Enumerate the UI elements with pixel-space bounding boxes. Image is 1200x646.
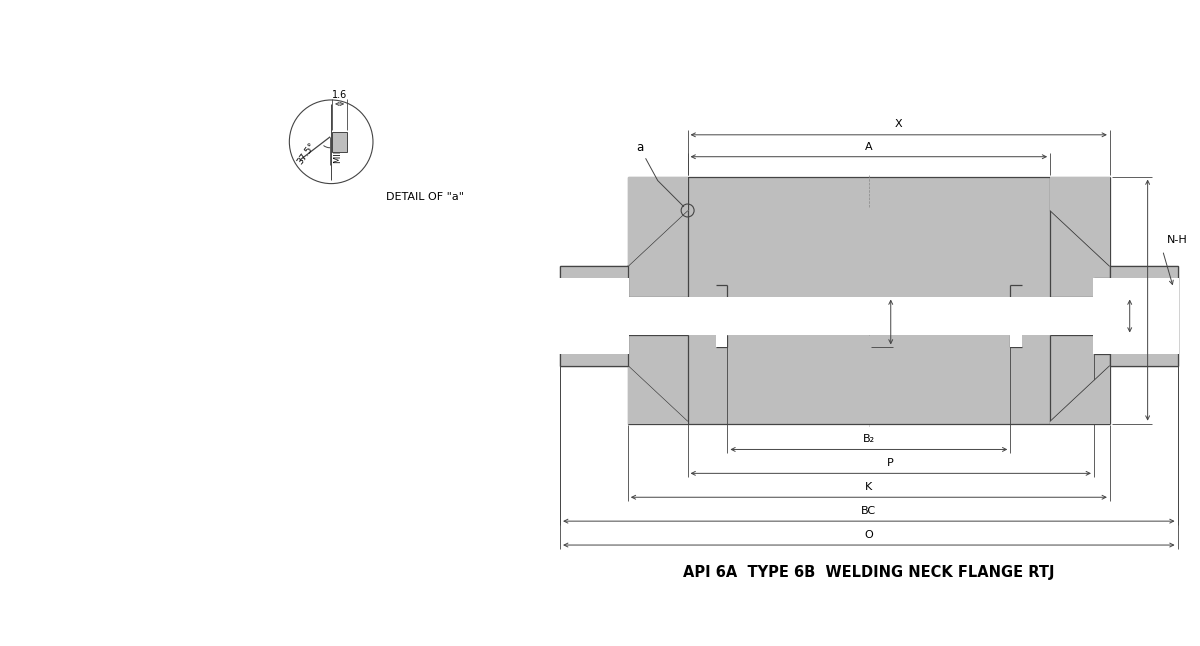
Polygon shape [1050,366,1110,424]
Text: BC: BC [862,506,876,516]
Text: Y: Y [1153,295,1160,305]
Polygon shape [1093,278,1178,354]
Polygon shape [628,297,1093,335]
Text: E: E [895,317,902,327]
Text: O: O [864,530,874,540]
Text: P: P [887,459,894,468]
Text: 37.5°: 37.5° [295,141,317,167]
Text: K: K [865,483,872,492]
Text: N-H: N-H [1166,235,1187,245]
Text: MIN 6: MIN 6 [334,139,343,163]
Polygon shape [628,176,1110,424]
Polygon shape [628,366,688,424]
Text: C: C [1135,311,1142,321]
Text: 1.6: 1.6 [332,90,347,100]
Polygon shape [1050,176,1110,266]
Text: X: X [895,119,902,129]
Polygon shape [559,278,629,354]
Polygon shape [1010,335,1022,348]
Polygon shape [1094,295,1110,337]
Text: API 6A  TYPE 6B  WELDING NECK FLANGE RTJ: API 6A TYPE 6B WELDING NECK FLANGE RTJ [683,565,1055,580]
Polygon shape [1110,266,1177,366]
Polygon shape [560,266,628,366]
Text: B₂: B₂ [863,435,875,444]
Text: DETAIL OF "a": DETAIL OF "a" [386,192,464,202]
Text: A: A [865,141,872,152]
Polygon shape [332,132,347,152]
Text: a: a [636,141,643,154]
Polygon shape [715,335,727,348]
Polygon shape [628,176,688,266]
